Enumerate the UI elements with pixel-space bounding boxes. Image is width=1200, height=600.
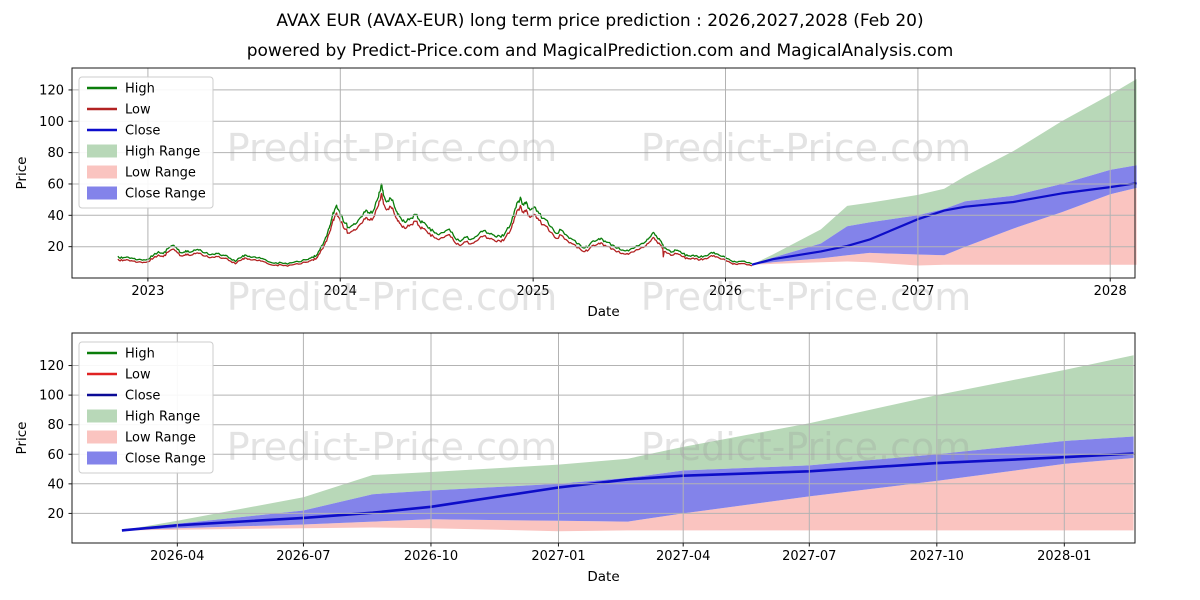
legend-label: Low Range (125, 166, 196, 181)
legend-swatch-low-range (87, 430, 117, 444)
x-axis-label: Date (587, 304, 619, 320)
y-axis-label: Price (14, 422, 30, 455)
y-tick-label: 120 (39, 359, 64, 374)
grid-lines (72, 333, 1135, 543)
watermark-text: Predict-Price.com (641, 425, 972, 469)
watermark-text: Predict-Price.com (641, 126, 972, 170)
watermark-text: Predict-Price.com (641, 275, 972, 319)
y-tick-label: 100 (39, 115, 64, 130)
plot-border (71, 67, 1136, 279)
x-tick-label: 2027-10 (910, 549, 964, 564)
x-tick-label: 2026-10 (404, 549, 458, 564)
legend-swatch-high-range (87, 409, 117, 423)
x-tick-label: 2027-01 (531, 549, 585, 564)
x-tick-label: 2026-04 (150, 549, 204, 564)
x-tick-label: 2028-01 (1037, 549, 1091, 564)
top-chart: 2023 2024 2025 2026 2027 2028 20 40 60 80 100 120 Da… (14, 67, 1137, 320)
legend-swatch-high-range (87, 144, 117, 158)
x-axis-label: Date (587, 569, 619, 585)
bottom-chart: 2026-04 2026-07 2026-10 2027-01 2027-04 2027-… (14, 332, 1136, 585)
y-tick-label: 40 (47, 209, 64, 224)
legend-label: High (125, 347, 155, 362)
watermark-text: Predict-Price.com (227, 425, 558, 469)
legend-label: Low (125, 103, 151, 118)
x-tick-label: 2026-07 (276, 549, 330, 564)
legend-swatch-low-range (87, 165, 117, 179)
legend-swatch-close-range (87, 186, 117, 200)
legend-label: Low (125, 368, 151, 383)
legend-label: Close (125, 124, 160, 139)
y-tick-label: 20 (47, 507, 64, 522)
legend: High Low Close High Range Low Range Close Ran… (78, 341, 214, 474)
legend-swatch-close-range (87, 451, 117, 465)
low-range-area (751, 187, 1137, 266)
page-title: AVAX EUR (AVAX-EUR) long term price pred… (276, 11, 924, 31)
watermark-text: Predict-Price.com (227, 275, 558, 319)
x-tick-label: 2024 (324, 284, 357, 299)
y-tick-label: 20 (47, 240, 64, 255)
x-tick-label: 2027-07 (782, 549, 836, 564)
legend-label: Close Range (125, 187, 206, 202)
y-axis-label: Price (14, 157, 30, 190)
high-range-area (121, 355, 1134, 531)
y-tick-label: 60 (47, 448, 64, 463)
legend-label: High (125, 82, 155, 97)
x-tick-label: 2023 (131, 284, 164, 299)
x-tick-label: 2027-04 (656, 549, 710, 564)
x-tick-label: 2028 (1094, 284, 1127, 299)
x-tick-label: 2027 (901, 284, 934, 299)
y-tick-label: 120 (39, 83, 64, 98)
y-tick-label: 80 (47, 146, 64, 161)
legend-label: Close Range (125, 452, 206, 467)
grid-lines (72, 68, 1135, 278)
page-subtitle: powered by Predict-Price.com and Magical… (246, 41, 954, 61)
history-high-line (117, 183, 753, 265)
legend-label: Low Range (125, 431, 196, 446)
watermark-text: Predict-Price.com (227, 126, 558, 170)
x-tick-label: 2025 (517, 284, 550, 299)
y-tick-label: 80 (47, 418, 64, 433)
legend-label: High Range (125, 410, 200, 425)
x-tick-label: 2026 (709, 284, 742, 299)
y-tick-label: 60 (47, 178, 64, 193)
y-tick-label: 40 (47, 477, 64, 492)
plot-border (71, 332, 1136, 544)
legend-label: Close (125, 389, 160, 404)
high-range-area (751, 79, 1137, 265)
y-tick-label: 100 (39, 389, 64, 404)
legend-label: High Range (125, 145, 200, 160)
legend: High Low Close High Range Low Range Close Ran… (78, 76, 214, 209)
